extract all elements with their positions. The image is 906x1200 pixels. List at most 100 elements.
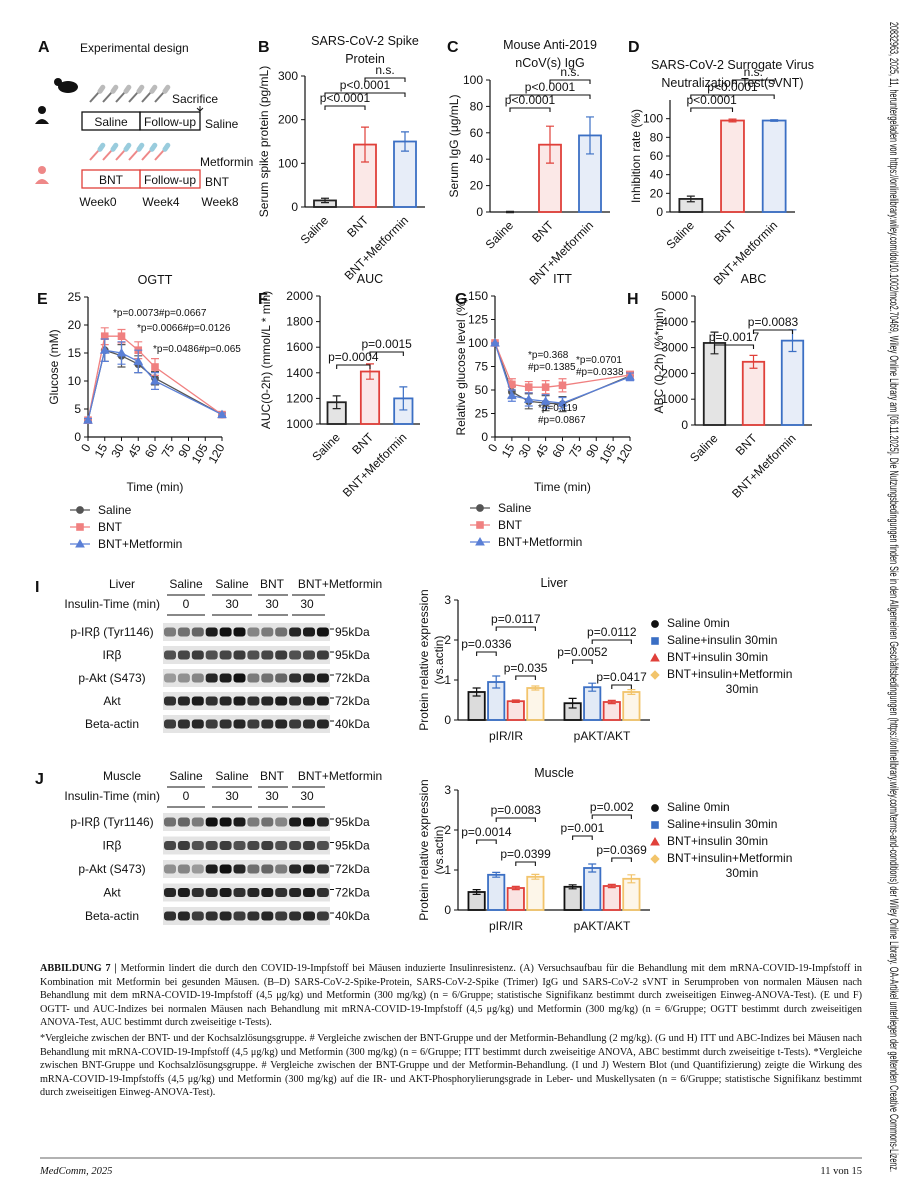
- annotation: p=0.0017: [709, 330, 760, 344]
- blot-band: [233, 888, 246, 897]
- marker: [541, 383, 550, 391]
- significance-bracket: [591, 639, 632, 644]
- blot-band: [303, 911, 315, 921]
- label: Saline: [94, 115, 128, 129]
- marker: [650, 854, 660, 864]
- time-value: 30: [300, 789, 314, 803]
- bar: [780, 339, 805, 426]
- caption-label: ABBILDUNG 7 |: [40, 963, 117, 974]
- y-tick-label: 2000: [286, 289, 313, 303]
- y-axis-label: Serum IgG (μg/mL): [447, 95, 461, 198]
- legend-label: Saline+insulin 30min: [667, 633, 778, 647]
- blot-band: [233, 673, 246, 683]
- blot-band: [219, 673, 232, 683]
- significance-bracket: [476, 651, 497, 656]
- blot-band: [275, 864, 288, 874]
- y-tick-label: 2000: [661, 366, 688, 380]
- blot-band: [177, 817, 190, 827]
- annotation: p=0.035: [504, 661, 548, 675]
- error-bar: [472, 889, 481, 895]
- pill: [149, 142, 158, 152]
- annotation: p<0.0001: [340, 78, 391, 92]
- chart-title: ITT: [553, 272, 572, 286]
- significance-bracket: [495, 817, 536, 822]
- annotation: p=0.0052: [557, 645, 608, 659]
- annotation: p=0.0117: [491, 612, 541, 626]
- panel-letter: F: [258, 291, 268, 308]
- marker: [476, 504, 484, 512]
- x-tick-label: pIR/IR: [489, 729, 523, 743]
- blot-band: [303, 888, 315, 897]
- blot-band: [191, 696, 204, 706]
- pill: [97, 84, 106, 94]
- marker: [524, 383, 533, 391]
- pill: [110, 142, 119, 152]
- significance-bracket: [476, 839, 497, 844]
- blot-band: [205, 719, 218, 729]
- blot-band: [275, 817, 288, 827]
- y-tick-label: 1000: [286, 417, 313, 431]
- y-axis-label: ABC (0-2h) (%*min): [652, 307, 666, 413]
- bar: [602, 701, 621, 721]
- significance-bracket: [515, 861, 536, 866]
- y-tick-label: 1600: [286, 340, 313, 354]
- annotation: p<0.0001: [525, 80, 576, 94]
- annotation: *p=0.0486#p=0.065: [153, 344, 241, 355]
- error-bar: [472, 687, 481, 697]
- marker: [117, 332, 126, 340]
- marker: [523, 394, 534, 403]
- y-tick-label: 100: [463, 73, 483, 87]
- legend-label: BNT+insulin 30min: [667, 650, 769, 664]
- size-label: 95kDa: [335, 648, 370, 662]
- pill: [162, 142, 171, 152]
- blot-band: [289, 841, 302, 850]
- bar: [602, 885, 621, 911]
- size-label: 72kDa: [335, 694, 370, 708]
- marker: [150, 375, 160, 385]
- blot-band: [191, 627, 204, 637]
- y-tick-label: 1000: [661, 392, 688, 406]
- annotation: #p=0.0867: [538, 415, 586, 426]
- x-tick-label: 60: [142, 441, 161, 460]
- y-tick-label: 1: [444, 863, 451, 877]
- time-value: 30: [300, 597, 314, 611]
- mouse-icon: [54, 78, 62, 86]
- y-axis-label: (vs.actin): [432, 636, 446, 685]
- blot-band: [261, 817, 274, 827]
- blot-band: [219, 650, 232, 660]
- blot-band: [164, 911, 176, 921]
- size-label: 72kDa: [335, 671, 370, 685]
- blot-band: [191, 719, 204, 729]
- error-bar: [568, 884, 577, 890]
- marker: [99, 345, 110, 354]
- x-tick-label: Saline: [687, 431, 721, 465]
- annotation: p=0.0369: [596, 843, 647, 857]
- y-axis-label: Serum spike protein (pg/mL): [257, 66, 271, 217]
- marker: [76, 506, 84, 514]
- size-label: 72kDa: [335, 886, 370, 900]
- syringe: [115, 149, 126, 161]
- label: Metformin: [200, 155, 253, 169]
- blot-band: [247, 719, 260, 729]
- significance-bracket: [611, 857, 632, 862]
- significance-bracket: [364, 77, 406, 82]
- blot-band: [219, 841, 232, 850]
- y-tick-label: 25: [475, 407, 489, 421]
- x-tick-label: 90: [175, 441, 194, 460]
- blot-band: [205, 841, 218, 850]
- blot-band: [205, 627, 218, 637]
- annotation: p=0.0015: [361, 337, 412, 351]
- x-tick-label: Saline: [483, 218, 517, 252]
- y-tick-label: 3: [444, 593, 451, 607]
- y-tick-label: 80: [650, 130, 664, 144]
- time-value: 30: [225, 597, 239, 611]
- y-tick-label: 60: [650, 149, 664, 163]
- error-bar: [749, 354, 758, 369]
- significance-bracket: [515, 675, 536, 680]
- blot-band: [261, 673, 274, 683]
- blot-strip: [163, 836, 330, 855]
- legend-label: BNT+Metformin: [498, 535, 582, 549]
- y-tick-label: 5: [74, 402, 81, 416]
- blot-band: [303, 864, 315, 874]
- syringe: [89, 149, 100, 161]
